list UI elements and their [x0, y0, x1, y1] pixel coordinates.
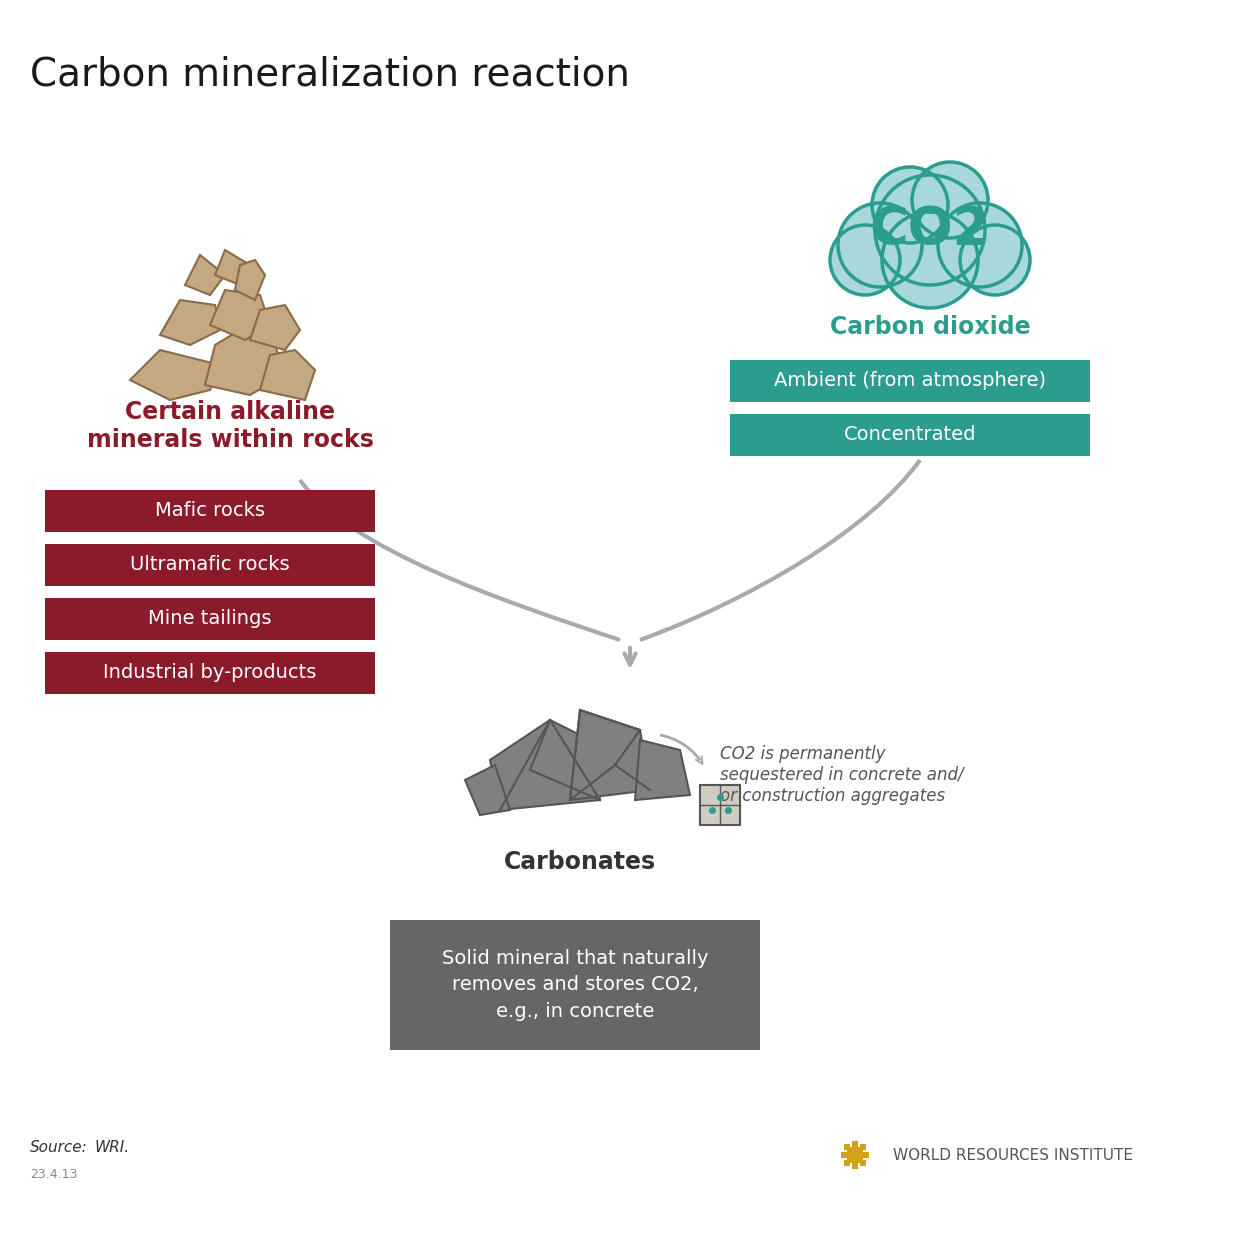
Polygon shape [210, 290, 270, 340]
FancyBboxPatch shape [391, 920, 760, 1050]
Circle shape [960, 224, 1029, 295]
Polygon shape [260, 350, 315, 401]
FancyBboxPatch shape [730, 414, 1090, 456]
Polygon shape [215, 250, 249, 285]
Circle shape [937, 203, 1022, 286]
Text: 23.4.13: 23.4.13 [30, 1168, 77, 1180]
FancyBboxPatch shape [45, 490, 375, 532]
Circle shape [874, 175, 985, 285]
Polygon shape [236, 260, 265, 300]
Polygon shape [185, 255, 226, 295]
Polygon shape [160, 300, 220, 345]
Text: Mine tailings: Mine tailings [149, 610, 272, 629]
Text: Solid mineral that naturally
removes and stores CO2,
e.g., in concrete: Solid mineral that naturally removes and… [442, 949, 708, 1021]
Text: Ambient (from atmosphere): Ambient (from atmosphere) [774, 372, 1046, 391]
FancyBboxPatch shape [45, 544, 375, 587]
FancyBboxPatch shape [45, 652, 375, 694]
Polygon shape [490, 720, 600, 810]
Polygon shape [205, 330, 285, 396]
Polygon shape [249, 305, 300, 350]
Text: WORLD RESOURCES INSTITUTE: WORLD RESOURCES INSTITUTE [893, 1147, 1133, 1163]
Text: WRI.: WRI. [94, 1140, 130, 1154]
Circle shape [830, 224, 900, 295]
Circle shape [872, 167, 948, 243]
Text: CO2 is permanently
sequestered in concrete and/
or construction aggregates: CO2 is permanently sequestered in concre… [719, 745, 964, 805]
Circle shape [912, 162, 988, 238]
Text: Mafic rocks: Mafic rocks [155, 501, 265, 521]
Text: Concentrated: Concentrated [844, 425, 976, 444]
Circle shape [838, 203, 922, 286]
Text: Source:: Source: [30, 1140, 88, 1154]
Text: Ultramafic rocks: Ultramafic rocks [130, 556, 290, 574]
Polygon shape [635, 740, 690, 800]
Text: Carbonates: Carbonates [504, 849, 656, 874]
Text: Carbon dioxide: Carbon dioxide [829, 315, 1031, 339]
Polygon shape [130, 350, 220, 401]
FancyBboxPatch shape [730, 360, 1090, 402]
Text: Certain alkaline
minerals within rocks: Certain alkaline minerals within rocks [87, 401, 373, 451]
Text: Carbon mineralization reaction: Carbon mineralization reaction [30, 55, 630, 93]
FancyBboxPatch shape [45, 598, 375, 640]
Circle shape [882, 212, 978, 308]
Polygon shape [465, 765, 510, 815]
FancyBboxPatch shape [701, 785, 740, 825]
Text: Industrial by-products: Industrial by-products [103, 663, 316, 682]
Polygon shape [570, 711, 650, 800]
Text: CO2: CO2 [869, 205, 990, 255]
